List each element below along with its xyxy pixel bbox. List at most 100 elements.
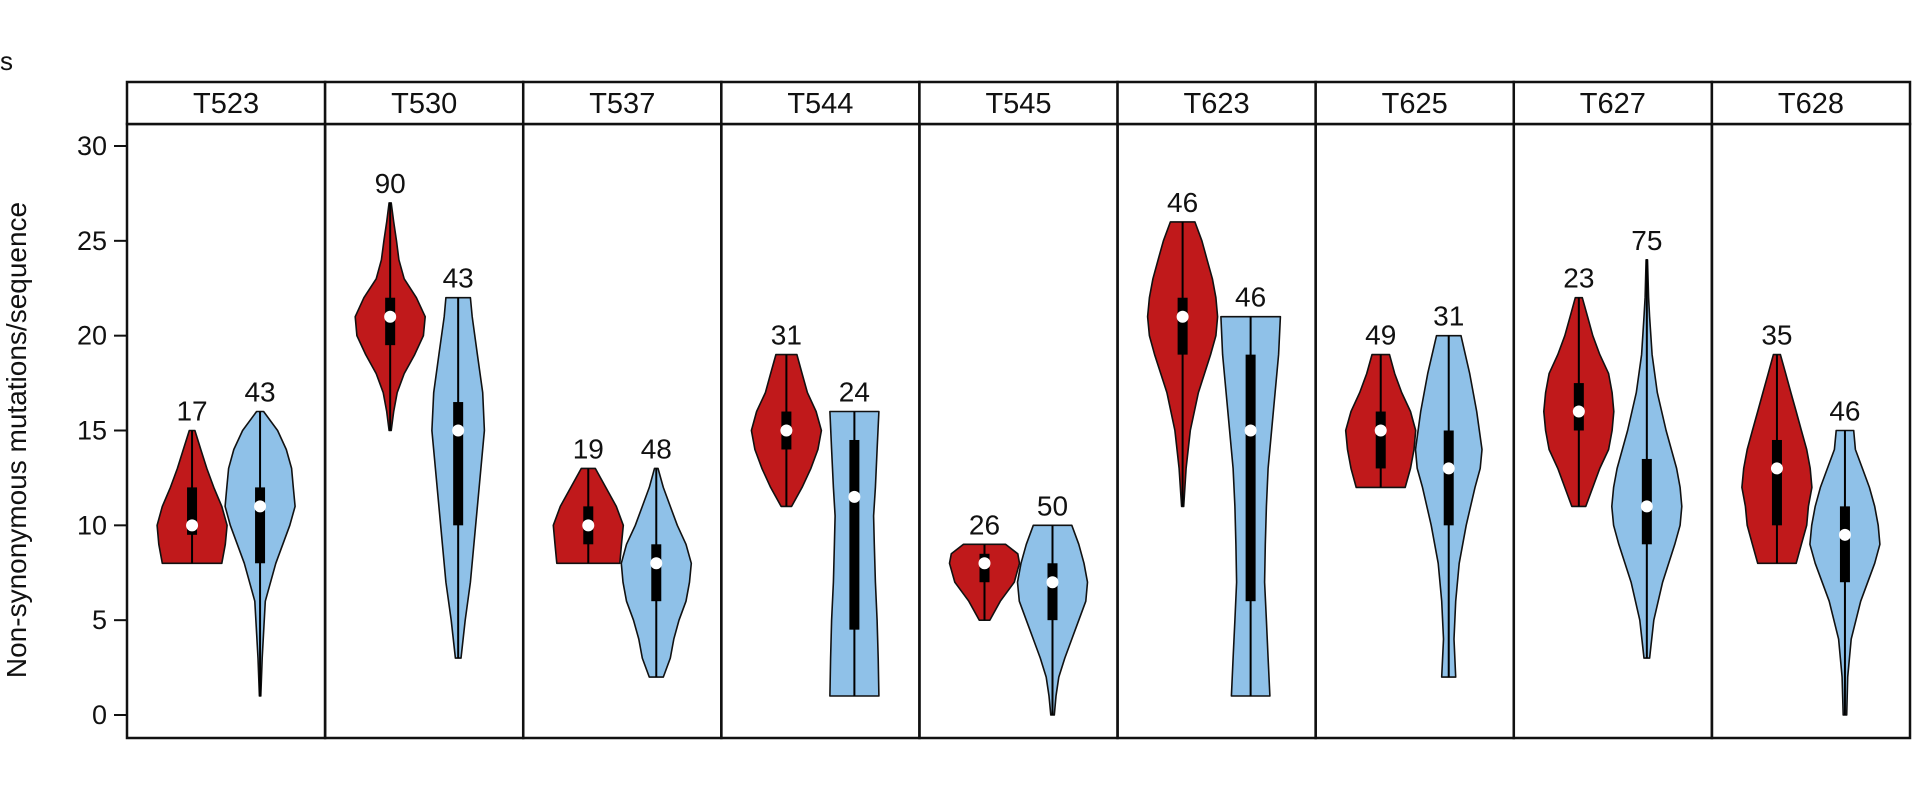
violin-blue: 43	[224, 377, 296, 697]
y-tick-label: 5	[92, 605, 107, 635]
violin-iqr-box	[1375, 411, 1386, 469]
panel-t537: T537 19 48	[521, 80, 723, 740]
violin-iqr-box	[255, 487, 266, 564]
violin-count-label: 35	[1761, 320, 1792, 351]
violin-count-label: 43	[244, 377, 275, 408]
panel-strip-label: T545	[985, 88, 1051, 120]
violin-count-label: 19	[573, 433, 604, 464]
violin-median-point	[452, 424, 465, 437]
panels: T523 17 43 T530 90 43 T537 19 48 T544 31 24 T545 26 50…	[125, 80, 1912, 740]
panel-strip	[521, 80, 723, 126]
y-tick-label: 30	[77, 131, 107, 161]
violin-red: 17	[156, 396, 228, 565]
violin-red: 26	[948, 509, 1021, 621]
violin-blue: 31	[1414, 301, 1483, 678]
y-tick-label: 20	[77, 321, 107, 351]
panel-t625: T625 49 31	[1314, 80, 1516, 740]
panel-strip	[1710, 80, 1912, 126]
panel-strip-label: T537	[589, 88, 655, 120]
y-axis-label: Non-synonymous mutations/sequence	[1, 202, 32, 678]
violin-iqr-box	[1245, 354, 1256, 602]
violin-count-label: 31	[1433, 301, 1464, 332]
violin-blue: 46	[1220, 282, 1282, 697]
violin-red: 19	[552, 433, 625, 565]
violin-red: 23	[1543, 263, 1615, 508]
panel-frame	[1710, 122, 1912, 740]
violin-count-label: 31	[771, 320, 802, 351]
violin-iqr-box	[1771, 439, 1782, 526]
violin-iqr-box	[1047, 563, 1058, 621]
violin-red: 90	[354, 168, 426, 432]
violin-count-label: 75	[1631, 225, 1662, 256]
y-tick-label: 10	[77, 510, 107, 540]
violin-median-point	[1572, 405, 1585, 418]
violin-red: 35	[1741, 320, 1813, 565]
violin-count-label: 46	[1167, 187, 1198, 218]
panel-strip	[1314, 80, 1516, 126]
panel-frame	[323, 122, 525, 740]
violin-count-label: 24	[839, 377, 870, 408]
violin-blue: 48	[620, 433, 693, 678]
violin-red: 31	[750, 320, 823, 508]
violin-iqr-box	[1839, 506, 1850, 583]
panel-frame	[918, 122, 1119, 740]
panel-t544: T544 31 24	[720, 80, 921, 740]
violin-count-label: 17	[176, 396, 207, 427]
violin-blue: 50	[1016, 490, 1089, 716]
panel-strip-label: T623	[1184, 88, 1250, 120]
y-tick-label: 25	[77, 226, 107, 256]
y-axis: 0 5 10 15 20 25 30	[77, 131, 128, 730]
panel-strip-label: T627	[1580, 88, 1646, 120]
violin-median-point	[1374, 424, 1387, 437]
violin-blue: 75	[1611, 225, 1683, 659]
panel-strip-label: T628	[1778, 88, 1844, 120]
violin-iqr-box	[651, 544, 662, 602]
violin-blue: 43	[431, 263, 486, 659]
violin-count-label: 49	[1365, 320, 1396, 351]
violin-median-point	[780, 424, 793, 437]
panel-strip-label: T530	[391, 88, 457, 120]
panel-frame	[1512, 122, 1714, 740]
violin-median-point	[254, 500, 267, 513]
panel-strip	[323, 80, 525, 126]
violin-median-point	[848, 490, 861, 503]
violin-blue: 24	[829, 377, 880, 697]
panel-frame	[125, 122, 327, 740]
violin-count-label: 43	[443, 263, 474, 294]
violin-iqr-box	[187, 487, 198, 535]
panel-t523: T523 17 43	[125, 80, 327, 740]
violin-blue: 46	[1809, 396, 1881, 716]
corner-clipped-text: s	[0, 46, 13, 76]
violin-median-point	[1770, 462, 1783, 475]
violin-median-point	[384, 310, 397, 323]
violin-median-point	[1176, 310, 1189, 323]
y-tick-label: 15	[77, 416, 107, 446]
violin-median-point	[1046, 576, 1059, 589]
violin-iqr-box	[1177, 297, 1188, 355]
panel-strip-label: T625	[1382, 88, 1448, 120]
panel-t627: T627 23 75	[1512, 80, 1714, 740]
violin-count-label: 46	[1829, 396, 1860, 427]
y-tick-label: 0	[92, 700, 107, 730]
violin-median-point	[650, 557, 663, 570]
violin-count-label: 46	[1235, 282, 1266, 313]
violin-red: 49	[1344, 320, 1417, 489]
violin-median-point	[1244, 424, 1257, 437]
panel-strip	[125, 80, 327, 126]
violin-count-label: 26	[969, 509, 1000, 540]
panel-frame	[521, 122, 723, 740]
violin-median-point	[1640, 500, 1653, 513]
violin-iqr-box	[1443, 430, 1454, 526]
panel-t628: T628 35 46	[1710, 80, 1912, 740]
violin-count-label: 50	[1037, 490, 1068, 521]
violin-median-point	[1442, 462, 1455, 475]
violin-median-point	[978, 557, 991, 570]
panel-t530: T530 90 43	[323, 80, 525, 740]
violin-count-label: 23	[1563, 263, 1594, 294]
violin-count-label: 48	[641, 433, 672, 464]
violin-iqr-box	[453, 402, 464, 526]
violin-red: 46	[1146, 187, 1219, 508]
panel-frame	[1116, 122, 1317, 740]
